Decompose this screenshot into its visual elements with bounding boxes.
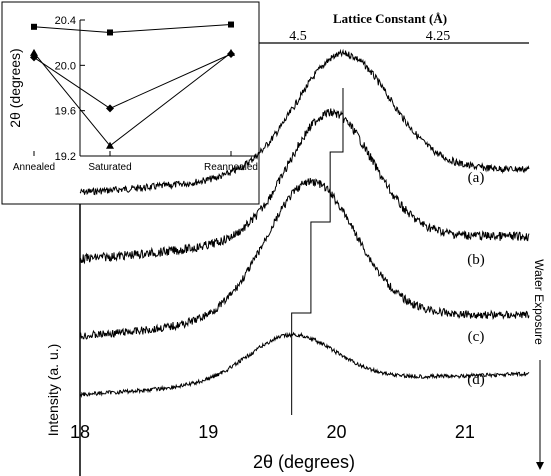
- x-tick-label-20: 20: [327, 422, 347, 442]
- inset-point-triangle-annealed: [30, 48, 38, 56]
- peak-position-staircase: [291, 88, 344, 415]
- top-tick-label-4.5: 4.5: [289, 29, 307, 44]
- inset-point-diamond-saturated: [106, 104, 114, 113]
- inset-point-square-saturated: [107, 29, 113, 36]
- x-tick-label-21: 21: [455, 422, 475, 442]
- curve-label-a: (a): [468, 170, 485, 186]
- inset-y-tick-label-19.2: 19.2: [55, 151, 76, 163]
- inset-category-saturated: Saturated: [88, 162, 131, 173]
- main-x-axis-label: 2θ (degrees): [253, 452, 355, 472]
- top-axis-label: Lattice Constant (Å): [333, 11, 447, 26]
- water-exposure-label: Water Exposure: [532, 259, 546, 345]
- water-exposure-arrowhead: [536, 462, 544, 470]
- inset-y-axis-label: 2θ (degrees): [7, 48, 23, 127]
- inset-category-annealed: Annealed: [13, 162, 55, 173]
- inset-y-tick-label-20.4: 20.4: [55, 15, 76, 27]
- top-tick-label-4.25: 4.25: [426, 29, 451, 44]
- xrd-curve-c: [79, 177, 530, 340]
- chart-marks: 18 19 20 21 (a) (b) (c) (d) 19.2 19.6 20.0 20.4: [30, 15, 544, 470]
- inset-frame: [1, 1, 260, 205]
- inset-point-square-reannealed: [228, 21, 234, 28]
- inset-y-tick-label-20.0: 20.0: [55, 60, 76, 72]
- main-y-axis-label: Intensity (a. u.): [45, 344, 61, 437]
- xrd-curve-a: [79, 48, 530, 196]
- inset-category-reannealed: Reannealed: [204, 162, 258, 173]
- curve-label-b: (b): [467, 252, 485, 268]
- x-tick-label-18: 18: [70, 422, 90, 442]
- curve-label-c: (c): [468, 329, 485, 345]
- x-tick-label-19: 19: [198, 422, 218, 442]
- xrd-curve-d: [79, 331, 530, 399]
- inset-point-square-annealed: [31, 23, 37, 30]
- inset-y-tick-label-19.6: 19.6: [55, 106, 76, 118]
- xrd-curve-b: [79, 108, 530, 265]
- inset-point-triangle-saturated: [106, 141, 114, 149]
- curve-label-d: (d): [467, 372, 485, 388]
- inset-point-triangle-reannealed: [227, 48, 235, 56]
